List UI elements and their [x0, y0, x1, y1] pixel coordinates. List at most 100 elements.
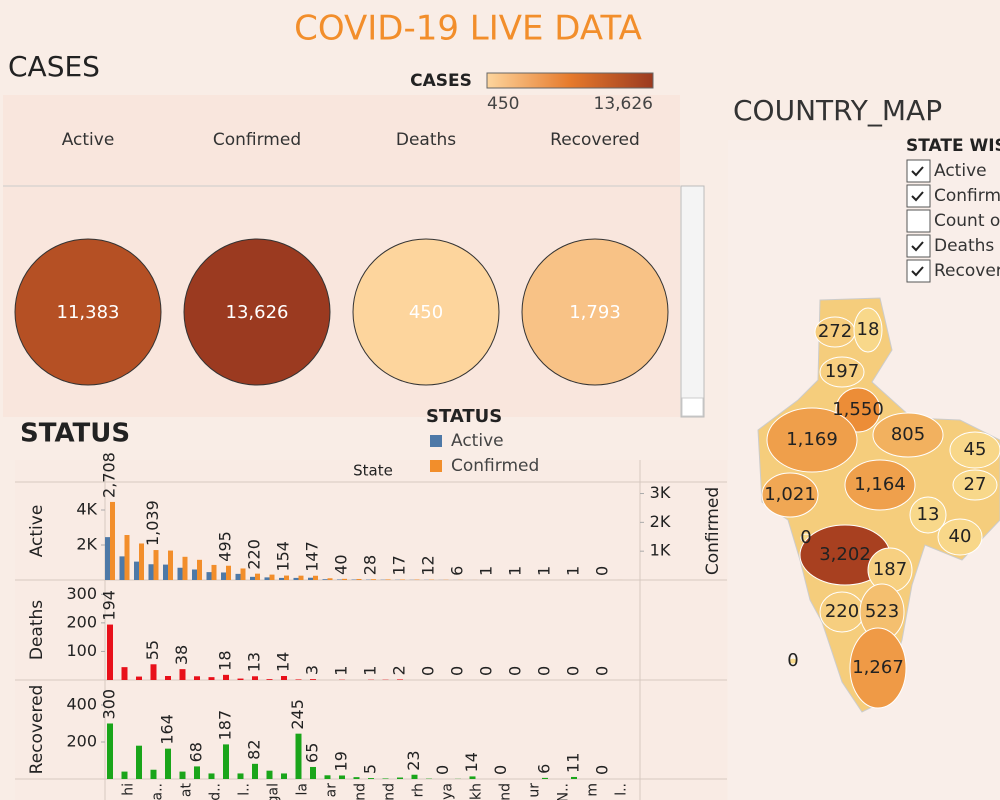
data-label: 55 [143, 640, 162, 660]
x-tick-label: l.. [614, 783, 630, 796]
data-label: 12 [419, 555, 438, 575]
filter-label[interactable]: Deaths [934, 236, 994, 256]
bar [208, 773, 215, 779]
legend-swatch [430, 460, 442, 472]
bar [194, 676, 200, 680]
x-tick-label: m [585, 783, 601, 797]
bar [308, 577, 313, 580]
filter-label[interactable]: Confirmed [934, 186, 1000, 206]
bar [469, 776, 476, 779]
data-label: 2 [390, 665, 409, 675]
map-region [819, 356, 865, 388]
bar [266, 679, 273, 680]
bubble [183, 238, 331, 386]
map-title: COUNTRY_MAP [733, 94, 942, 127]
x-tick-label: ya [440, 783, 456, 800]
bar [281, 773, 287, 779]
y-tick-label: 200 [66, 612, 97, 631]
data-label: 1 [535, 566, 554, 576]
bubble-label: 450 [409, 302, 443, 323]
bar [313, 575, 318, 580]
bar [368, 778, 374, 779]
data-label: 6 [535, 764, 554, 774]
data-label: 0 [593, 666, 612, 676]
map-label: 1,169 [786, 429, 838, 450]
data-label: 300 [100, 689, 119, 720]
bar [353, 777, 360, 779]
bar [182, 556, 188, 580]
data-label: 0 [433, 765, 452, 775]
filter-label[interactable]: Recovered [934, 261, 1000, 281]
filter-label[interactable]: Count of [934, 211, 1000, 231]
bar [206, 572, 212, 580]
bar [237, 678, 244, 680]
x-tick-label: N.. [556, 783, 572, 800]
y-tick-label: 200 [66, 731, 97, 750]
bar [324, 775, 331, 779]
filter-label[interactable]: Active [934, 161, 987, 181]
bar [165, 748, 171, 779]
map-label: 197 [825, 361, 859, 382]
bar [163, 564, 168, 580]
bar [266, 770, 273, 779]
bar [121, 667, 128, 680]
bar [284, 575, 289, 580]
bar [250, 576, 255, 580]
filter-checkbox[interactable] [906, 209, 931, 233]
bar [179, 669, 186, 680]
y-tick-label: 100 [66, 641, 97, 660]
y-tick-label: 4K [76, 500, 97, 519]
map-label: 272 [818, 321, 852, 342]
x-axis-title: State [353, 462, 393, 480]
data-label: 1 [506, 566, 525, 576]
check-mark [911, 166, 924, 177]
map-label: 45 [964, 439, 987, 460]
map-label: 220 [825, 601, 859, 622]
legend-swatch [430, 435, 442, 447]
data-label: 5 [361, 764, 380, 774]
column-header: Recovered [550, 130, 640, 150]
bubble [521, 238, 669, 386]
map-label: 3,202 [819, 544, 871, 565]
bar [252, 676, 258, 680]
map-label: 1,550 [832, 399, 884, 420]
bar [226, 565, 231, 580]
bar [177, 567, 183, 580]
data-label: 38 [172, 645, 191, 665]
bar [150, 769, 157, 779]
map-region [849, 627, 907, 709]
y-axis-title: Active [27, 505, 47, 558]
bar [310, 679, 316, 680]
data-label: 220 [245, 539, 264, 570]
data-label: 0 [448, 666, 467, 676]
bar [211, 564, 217, 580]
y2-tick-label: 3K [650, 483, 671, 502]
scrollbar[interactable] [680, 185, 705, 418]
bubble-label: 1,793 [569, 302, 621, 323]
x-tick-label: at [179, 782, 195, 797]
data-label: 3 [303, 665, 322, 675]
data-label: 19 [332, 751, 351, 771]
x-tick-label: kh [469, 783, 485, 800]
data-label: 245 [288, 699, 307, 730]
data-label: 1 [332, 666, 351, 676]
map-label: 187 [873, 559, 907, 580]
bar [295, 733, 302, 779]
bar [571, 776, 577, 779]
map-label: 0 [800, 527, 811, 548]
data-label: 6 [448, 566, 467, 576]
bubble-label: 11,383 [57, 302, 120, 323]
bar [192, 569, 197, 580]
scroll-thumb[interactable] [681, 397, 704, 417]
bubble [14, 238, 162, 386]
data-label: 23 [404, 750, 423, 770]
status-panel [15, 460, 727, 800]
data-label: 18 [216, 650, 235, 670]
data-label: 13 [245, 652, 264, 672]
bar [197, 559, 202, 580]
map-label: 40 [949, 526, 972, 547]
bar [371, 579, 376, 580]
legend-tick-label: 13,626 [594, 94, 653, 114]
bar [327, 578, 333, 580]
